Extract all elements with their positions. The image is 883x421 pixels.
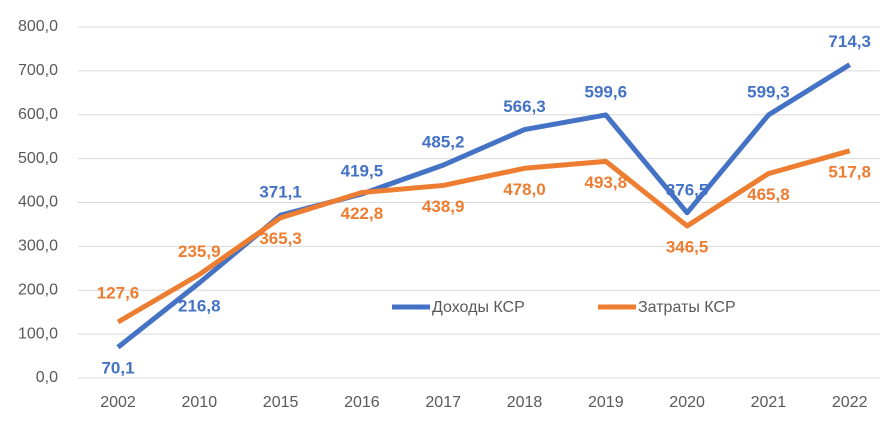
value-label: 566,3	[503, 97, 546, 116]
value-label: 376,5	[666, 180, 709, 199]
x-tick-label: 2022	[832, 394, 868, 411]
value-label: 127,6	[97, 283, 140, 302]
value-label: 493,8	[585, 173, 628, 192]
y-tick-label: 300,0	[18, 238, 58, 255]
value-label: 517,8	[828, 162, 871, 181]
y-tick-label: 400,0	[18, 194, 58, 211]
x-tick-label: 2018	[507, 394, 543, 411]
y-tick-label: 0,0	[36, 369, 58, 386]
y-tick-label: 100,0	[18, 325, 58, 342]
x-tick-label: 2010	[182, 394, 218, 411]
x-tick-label: 2002	[100, 394, 136, 411]
line	[116, 148, 851, 325]
value-label: 599,3	[747, 83, 790, 102]
value-label: 235,9	[178, 242, 221, 261]
legend-label: Доходы КСР	[432, 299, 525, 316]
y-tick-label: 600,0	[18, 106, 58, 123]
y-tick-label: 800,0	[18, 18, 58, 35]
y-tick-label: 500,0	[18, 150, 58, 167]
value-label: 478,0	[503, 180, 546, 199]
value-label: 419,5	[341, 161, 384, 180]
x-tick-label: 2017	[425, 394, 461, 411]
value-label: 371,1	[259, 183, 302, 202]
x-tick-label: 2019	[588, 394, 624, 411]
x-tick-label: 2020	[669, 394, 705, 411]
value-label: 465,8	[747, 185, 790, 204]
value-label: 216,8	[178, 296, 221, 315]
value-label: 365,3	[259, 229, 302, 248]
value-label: 422,8	[341, 204, 384, 223]
value-label: 70,1	[101, 359, 134, 378]
x-tick-label: 2015	[263, 394, 299, 411]
value-label: 485,2	[422, 133, 465, 152]
value-label: 714,3	[828, 32, 871, 51]
y-tick-label: 700,0	[18, 62, 58, 79]
legend-label: Затраты КСР	[638, 299, 736, 316]
value-label: 346,5	[666, 237, 709, 256]
x-tick-label: 2021	[751, 394, 787, 411]
y-tick-label: 200,0	[18, 281, 58, 298]
x-tick-label: 2016	[344, 394, 380, 411]
value-label: 599,6	[585, 82, 628, 101]
value-label: 438,9	[422, 197, 465, 216]
